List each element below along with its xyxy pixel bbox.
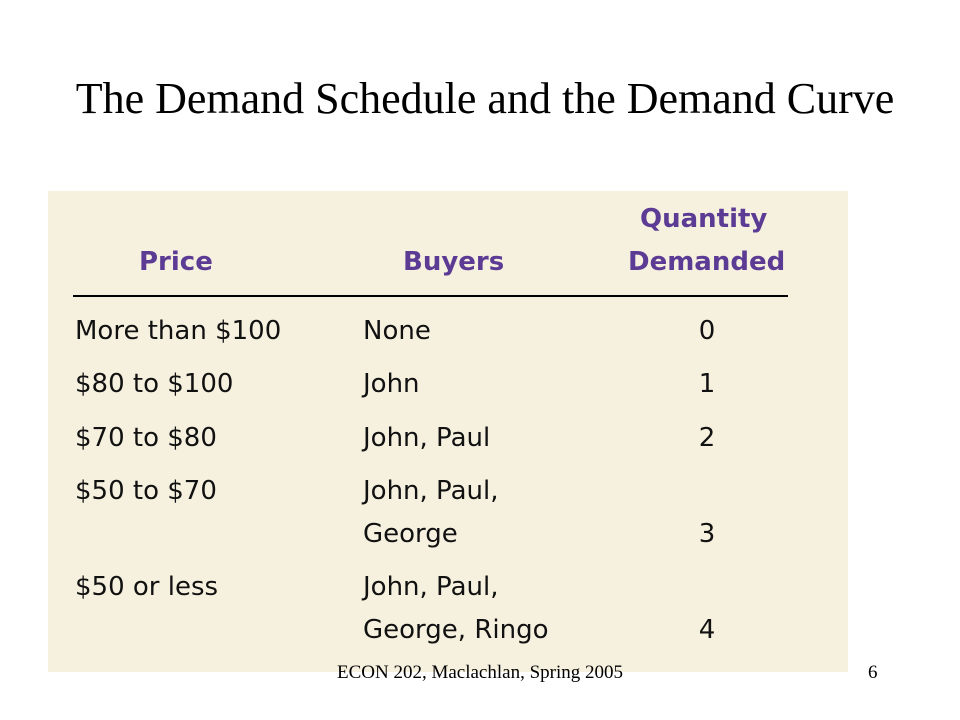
- row-4-quantity: 3: [698, 519, 716, 549]
- slide-title: The Demand Schedule and the Demand Curve: [75, 74, 895, 123]
- row-4-price: $50 to $70: [75, 476, 217, 506]
- demand-schedule-table: Price Buyers Quantity Demanded More than…: [48, 191, 848, 672]
- row-1-price: More than $100: [75, 316, 282, 346]
- row-3-buyers: John, Paul: [363, 423, 491, 453]
- slide-footer: ECON 202, Maclachlan, Spring 2005: [336, 662, 623, 683]
- row-1-quantity: 0: [698, 316, 716, 346]
- row-5-price: $50 or less: [75, 572, 219, 602]
- row-5-buyers-line2: George, Ringo: [363, 615, 549, 645]
- header-buyers: Buyers: [403, 247, 505, 277]
- header-price: Price: [139, 247, 213, 277]
- row-1-buyers: None: [363, 316, 431, 346]
- row-2-price: $80 to $100: [75, 369, 234, 399]
- row-2-buyers: John: [363, 369, 420, 399]
- header-quantity-line1: Quantity: [640, 204, 768, 234]
- row-4-buyers-line2: George: [363, 519, 458, 549]
- row-4-buyers-line1: John, Paul,: [363, 476, 499, 506]
- row-2-quantity: 1: [698, 369, 716, 399]
- header-quantity-line2: Demanded: [628, 247, 786, 277]
- slide-number: 6: [868, 662, 878, 683]
- row-5-buyers-line1: John, Paul,: [363, 572, 499, 602]
- header-rule: [73, 295, 788, 297]
- row-3-quantity: 2: [698, 423, 716, 453]
- row-5-quantity: 4: [698, 615, 716, 645]
- row-3-price: $70 to $80: [75, 423, 217, 453]
